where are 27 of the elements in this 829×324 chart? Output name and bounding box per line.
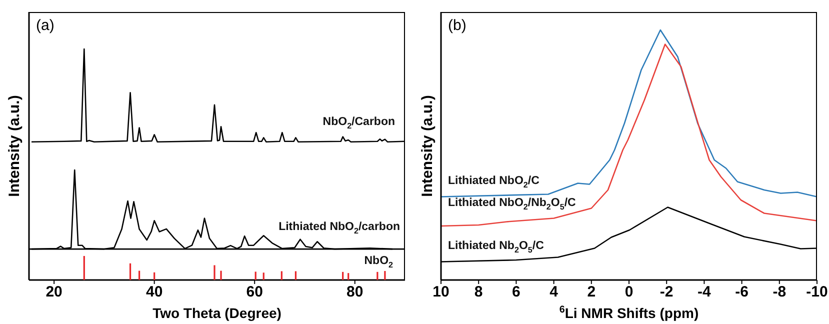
x-tick-label: -10 (806, 284, 828, 301)
series-label: NbO$_{2}$ (364, 254, 393, 270)
series-label: NbO$_{2}$/Carbon (322, 115, 395, 130)
series-label: Lithiated NbO$_{2}$/Nb$_{2}$O$_{5}$/C (448, 196, 576, 212)
x-axis-title: $^{6}$Li NMR Shifts (ppm) (558, 304, 700, 322)
x-tick-label: -2 (660, 284, 674, 301)
x-tick-label: 20 (46, 284, 62, 301)
y-axis-title: Intensity (a.u.) (419, 94, 437, 199)
x-tick-label: 8 (474, 284, 483, 301)
x-tick-label: 40 (146, 284, 163, 301)
series-label: Lithiated NbO$_{2}$/C (448, 174, 540, 190)
series-label: Lithiated NbO$_{2}$/carbon (278, 220, 400, 236)
y-axis-title: Intensity (a.u.) (6, 94, 24, 199)
x-tick-label: -6 (735, 284, 748, 301)
chart-title: (b) (448, 17, 466, 34)
x-tick-label: 60 (246, 284, 263, 301)
x-tick-label: 0 (624, 284, 634, 301)
x-tick-label: -8 (772, 284, 786, 301)
x-tick-label: 6 (512, 284, 520, 301)
chart-title: (a) (36, 17, 54, 34)
x-tick-label: 10 (432, 284, 450, 301)
x-tick-label: 2 (587, 284, 596, 301)
series-label: Lithiated Nb$_{2}$O$_{5}$/C (448, 239, 544, 254)
x-tick-label: 80 (346, 284, 364, 301)
x-tick-label: 4 (550, 284, 559, 301)
x-tick-label: -4 (698, 284, 712, 301)
x-axis-title: Two Theta (Degree) (152, 304, 282, 322)
